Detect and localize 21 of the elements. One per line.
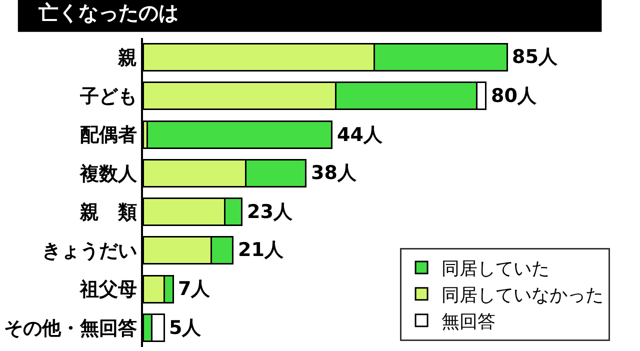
y-tick-label: 親 類 bbox=[79, 201, 138, 224]
legend-label: 同居していなかった bbox=[442, 284, 604, 306]
y-tick-label: きょうだい bbox=[42, 240, 138, 262]
annotation: 44人 bbox=[337, 124, 384, 146]
y-tick-label: 親 bbox=[117, 46, 138, 69]
y-tick-label: 祖父母 bbox=[79, 278, 138, 301]
legend-label: 無回答 bbox=[442, 311, 496, 332]
annotation: 5人 bbox=[169, 317, 202, 339]
y-tick-label: 複数人 bbox=[79, 162, 138, 185]
annotation: 21人 bbox=[238, 239, 284, 261]
annotation: 80人 bbox=[491, 85, 538, 107]
annotation: 7人 bbox=[178, 278, 212, 300]
y-tick-label: 配偶者 bbox=[80, 124, 138, 146]
annotation: 38人 bbox=[311, 162, 358, 184]
legend-label: 同居していた bbox=[442, 258, 550, 280]
annotation: 23人 bbox=[247, 201, 294, 223]
annotation: 85人 bbox=[512, 46, 558, 68]
chart-title: 亡くなったのは bbox=[37, 0, 178, 24]
y-tick-label: その他・無回答 bbox=[4, 317, 138, 340]
bar bbox=[146, 120, 332, 149]
y-tick-label: 子ども bbox=[79, 86, 138, 108]
